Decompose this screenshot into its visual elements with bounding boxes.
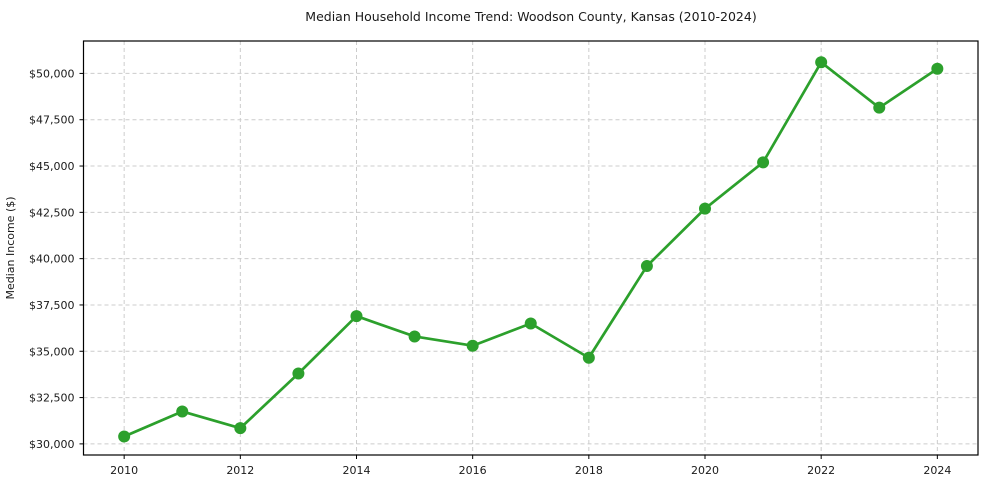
income-trend-line: [122, 60, 939, 438]
data-point-marker: [118, 430, 131, 443]
y-tick-label: $32,500: [29, 392, 75, 405]
y-axis-label: Median Income ($): [4, 196, 17, 299]
data-point-marker: [234, 422, 247, 435]
gridlines: [83, 41, 978, 455]
x-tick-label: 2010: [110, 464, 138, 477]
y-tick-label: $42,500: [29, 206, 75, 219]
data-point-marker: [466, 339, 479, 352]
data-point-marker: [699, 202, 712, 215]
x-tick-label: 2022: [807, 464, 835, 477]
x-tick-label: 2016: [459, 464, 487, 477]
x-tick-label: 2018: [575, 464, 603, 477]
data-point-marker: [815, 56, 828, 69]
axes: 2010 2012 2014 2016 2018 2020 2022 2024 $30,000 $…: [29, 40, 979, 477]
data-point-marker: [350, 310, 363, 323]
y-tick-label: $50,000: [29, 67, 75, 80]
data-series: [118, 56, 944, 443]
y-tick-label: $37,500: [29, 299, 75, 312]
y-tick-label: $45,000: [29, 160, 75, 173]
data-point-marker: [640, 260, 653, 273]
plot-border: [82, 40, 979, 456]
data-point-marker: [757, 156, 770, 169]
y-tick-label: $30,000: [29, 438, 75, 451]
y-tick-label: $35,000: [29, 345, 75, 358]
data-point-marker: [873, 101, 886, 114]
data-point-marker: [582, 351, 595, 364]
data-point-marker: [931, 62, 944, 75]
x-tick-label: 2024: [923, 464, 951, 477]
chart-title: Median Household Income Trend: Woodson C…: [305, 9, 756, 24]
data-point-marker: [176, 405, 189, 418]
y-tick-label: $47,500: [29, 114, 75, 127]
data-point-marker: [408, 330, 421, 343]
data-point-marker: [524, 317, 537, 330]
x-tick-label: 2012: [226, 464, 254, 477]
x-tick-label: 2020: [691, 464, 719, 477]
x-tick-label: 2014: [342, 464, 370, 477]
data-point-marker: [292, 367, 305, 380]
y-tick-label: $40,000: [29, 253, 75, 266]
